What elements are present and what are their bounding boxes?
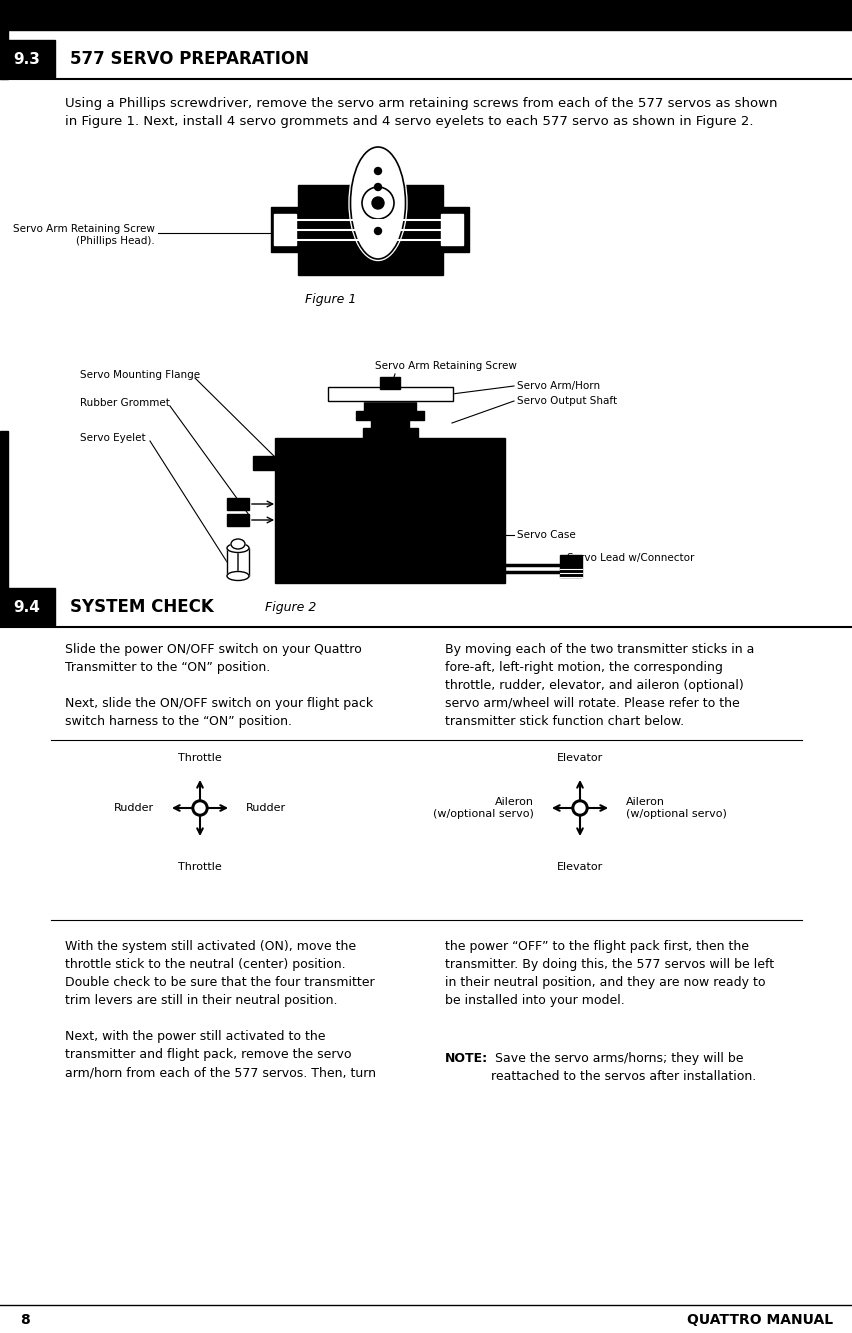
Bar — [439, 207, 469, 252]
Bar — [0, 0, 852, 31]
Ellipse shape — [348, 145, 406, 260]
Text: Save the servo arms/horns; they will be
reattached to the servos after installat: Save the servo arms/horns; they will be … — [491, 1052, 756, 1082]
Text: Elevator: Elevator — [556, 862, 602, 872]
Bar — [379, 377, 400, 389]
Circle shape — [192, 800, 208, 816]
Text: 577 SERVO PREPARATION: 577 SERVO PREPARATION — [70, 51, 308, 68]
Text: Rudder: Rudder — [245, 802, 285, 813]
Text: Servo Lead w/Connector: Servo Lead w/Connector — [567, 553, 694, 563]
Ellipse shape — [227, 572, 249, 580]
Text: Rudder: Rudder — [113, 802, 154, 813]
Bar — [227, 515, 249, 527]
Text: Servo Mounting Flange: Servo Mounting Flange — [80, 371, 200, 380]
Bar — [328, 387, 452, 401]
Text: Rubber Grommet: Rubber Grommet — [80, 399, 170, 408]
Text: Figure 2: Figure 2 — [265, 601, 316, 615]
Bar — [253, 456, 280, 471]
Circle shape — [374, 168, 381, 175]
Circle shape — [572, 800, 587, 816]
Bar — [0, 40, 55, 79]
Text: Slide the power ON/OFF switch on your Quattro
Transmitter to the “ON” position.
: Slide the power ON/OFF switch on your Qu… — [65, 643, 372, 728]
Circle shape — [160, 768, 239, 848]
Text: QUATTRO MANUAL: QUATTRO MANUAL — [686, 1313, 832, 1326]
Text: Figure 1: Figure 1 — [305, 293, 356, 307]
Bar — [0, 431, 8, 627]
Circle shape — [371, 197, 383, 209]
Text: 8: 8 — [20, 1313, 30, 1326]
Text: Servo Output Shaft: Servo Output Shaft — [516, 396, 616, 407]
Bar — [273, 215, 296, 245]
Text: 9.3: 9.3 — [14, 52, 40, 67]
Text: Throttle: Throttle — [178, 753, 222, 762]
Bar — [364, 403, 416, 411]
Text: Throttle: Throttle — [178, 862, 222, 872]
Text: Aileron
(w/optional servo): Aileron (w/optional servo) — [433, 797, 533, 818]
Text: Elevator: Elevator — [556, 753, 602, 762]
Bar — [0, 0, 8, 79]
Bar — [440, 215, 463, 245]
Circle shape — [358, 183, 398, 223]
Text: Servo Arm Retaining Screw: Servo Arm Retaining Screw — [375, 361, 516, 371]
Circle shape — [374, 184, 381, 191]
Bar — [328, 387, 452, 401]
Text: Servo Case: Servo Case — [516, 531, 575, 540]
Text: NOTE:: NOTE: — [445, 1052, 487, 1065]
Text: Aileron
(w/optional servo): Aileron (w/optional servo) — [625, 797, 726, 818]
Circle shape — [539, 768, 619, 848]
Text: SYSTEM CHECK: SYSTEM CHECK — [70, 599, 214, 616]
Bar — [227, 548, 249, 576]
Text: Using a Phillips screwdriver, remove the servo arm retaining screws from each of: Using a Phillips screwdriver, remove the… — [65, 97, 776, 128]
Bar — [371, 420, 408, 429]
Text: Servo Eyelet: Servo Eyelet — [80, 433, 146, 443]
Text: 9.4: 9.4 — [14, 600, 40, 615]
Text: With the system still activated (ON), move the
throttle stick to the neutral (ce: With the system still activated (ON), mo… — [65, 940, 376, 1078]
Bar — [271, 207, 301, 252]
Ellipse shape — [231, 539, 245, 549]
Bar — [560, 555, 581, 577]
Bar — [227, 548, 249, 576]
Text: By moving each of the two transmitter sticks in a
fore-aft, left-right motion, t: By moving each of the two transmitter st… — [445, 643, 753, 728]
Bar — [227, 499, 249, 511]
Bar — [355, 411, 423, 420]
Circle shape — [374, 228, 381, 235]
Bar — [0, 588, 55, 627]
Ellipse shape — [227, 544, 249, 552]
Text: Servo Arm/Horn: Servo Arm/Horn — [516, 381, 600, 391]
Bar — [274, 439, 504, 583]
Bar — [363, 428, 417, 439]
Bar — [297, 185, 442, 275]
Circle shape — [574, 802, 584, 813]
Text: the power “OFF” to the flight pack first, then the
transmitter. By doing this, t: the power “OFF” to the flight pack first… — [445, 940, 774, 1006]
Circle shape — [195, 802, 204, 813]
Text: Servo Arm Retaining Screw
(Phillips Head).: Servo Arm Retaining Screw (Phillips Head… — [13, 224, 155, 247]
